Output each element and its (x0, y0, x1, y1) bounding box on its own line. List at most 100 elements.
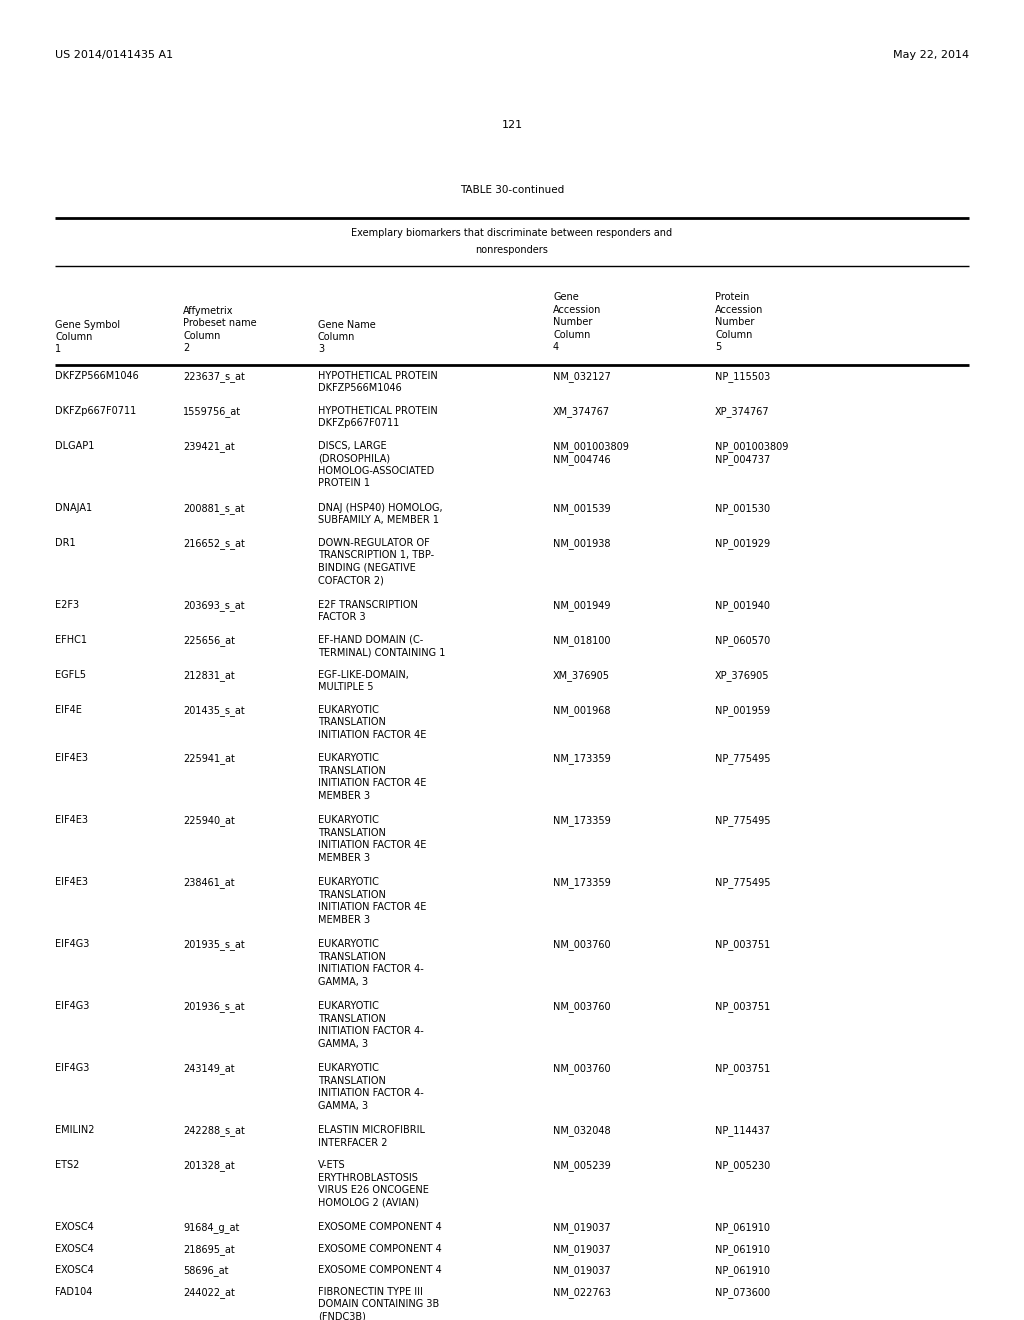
Text: FAD104: FAD104 (55, 1287, 92, 1298)
Text: EMILIN2: EMILIN2 (55, 1126, 94, 1135)
Text: EXOSOME COMPONENT 4: EXOSOME COMPONENT 4 (318, 1266, 441, 1275)
Text: nonresponders: nonresponders (475, 246, 549, 255)
Text: DLGAP1: DLGAP1 (55, 441, 94, 451)
Text: US 2014/0141435 A1: US 2014/0141435 A1 (55, 50, 173, 59)
Text: EIF4G3: EIF4G3 (55, 1064, 89, 1073)
Text: NP_775495: NP_775495 (715, 816, 770, 826)
Text: 212831_at: 212831_at (183, 671, 234, 681)
Text: 242288_s_at: 242288_s_at (183, 1126, 245, 1137)
Text: EUKARYOTIC
TRANSLATION
INITIATION FACTOR 4-
GAMMA, 3: EUKARYOTIC TRANSLATION INITIATION FACTOR… (318, 940, 424, 986)
Text: NM_001968: NM_001968 (553, 705, 610, 715)
Text: EUKARYOTIC
TRANSLATION
INITIATION FACTOR 4E: EUKARYOTIC TRANSLATION INITIATION FACTOR… (318, 705, 426, 739)
Text: EXOSOME COMPONENT 4: EXOSOME COMPONENT 4 (318, 1222, 441, 1233)
Text: NP_001530: NP_001530 (715, 503, 770, 513)
Text: Gene Name
Column
3: Gene Name Column 3 (318, 319, 376, 354)
Text: NM_001539: NM_001539 (553, 503, 610, 513)
Text: DKFZP566M1046: DKFZP566M1046 (55, 371, 138, 381)
Text: NM_003760: NM_003760 (553, 1064, 610, 1074)
Text: NP_005230: NP_005230 (715, 1160, 770, 1171)
Text: 91684_g_at: 91684_g_at (183, 1222, 240, 1233)
Text: EXOSC4: EXOSC4 (55, 1266, 94, 1275)
Text: EUKARYOTIC
TRANSLATION
INITIATION FACTOR 4E
MEMBER 3: EUKARYOTIC TRANSLATION INITIATION FACTOR… (318, 816, 426, 863)
Text: EUKARYOTIC
TRANSLATION
INITIATION FACTOR 4-
GAMMA, 3: EUKARYOTIC TRANSLATION INITIATION FACTOR… (318, 1064, 424, 1110)
Text: HYPOTHETICAL PROTEIN
DKFZp667F0711: HYPOTHETICAL PROTEIN DKFZp667F0711 (318, 407, 437, 429)
Text: EXOSOME COMPONENT 4: EXOSOME COMPONENT 4 (318, 1243, 441, 1254)
Text: NM_005239: NM_005239 (553, 1160, 610, 1171)
Text: 201935_s_at: 201935_s_at (183, 940, 245, 950)
Text: 201328_at: 201328_at (183, 1160, 234, 1171)
Text: 225656_at: 225656_at (183, 635, 234, 645)
Text: EIF4E3: EIF4E3 (55, 878, 88, 887)
Text: NM_001938: NM_001938 (553, 539, 610, 549)
Text: NM_022763: NM_022763 (553, 1287, 611, 1298)
Text: EUKARYOTIC
TRANSLATION
INITIATION FACTOR 4-
GAMMA, 3: EUKARYOTIC TRANSLATION INITIATION FACTOR… (318, 1002, 424, 1048)
Text: XM_374767: XM_374767 (553, 407, 610, 417)
Text: 239421_at: 239421_at (183, 441, 234, 451)
Text: EUKARYOTIC
TRANSLATION
INITIATION FACTOR 4E
MEMBER 3: EUKARYOTIC TRANSLATION INITIATION FACTOR… (318, 878, 426, 925)
Text: 238461_at: 238461_at (183, 878, 234, 888)
Text: DNAJA1: DNAJA1 (55, 503, 92, 513)
Text: XM_376905: XM_376905 (553, 671, 610, 681)
Text: 225940_at: 225940_at (183, 816, 234, 826)
Text: NM_018100: NM_018100 (553, 635, 610, 645)
Text: NP_001940: NP_001940 (715, 601, 770, 611)
Text: NP_001959: NP_001959 (715, 705, 770, 715)
Text: NP_003751: NP_003751 (715, 1064, 770, 1074)
Text: V-ETS
ERYTHROBLASTOSIS
VIRUS E26 ONCOGENE
HOMOLOG 2 (AVIAN): V-ETS ERYTHROBLASTOSIS VIRUS E26 ONCOGEN… (318, 1160, 429, 1208)
Text: XP_376905: XP_376905 (715, 671, 769, 681)
Text: Exemplary biomarkers that discriminate between responders and: Exemplary biomarkers that discriminate b… (351, 228, 673, 238)
Text: 218695_at: 218695_at (183, 1243, 234, 1255)
Text: EIF4G3: EIF4G3 (55, 1002, 89, 1011)
Text: NP_003751: NP_003751 (715, 1002, 770, 1012)
Text: NM_003760: NM_003760 (553, 940, 610, 950)
Text: 223637_s_at: 223637_s_at (183, 371, 245, 381)
Text: 1559756_at: 1559756_at (183, 407, 241, 417)
Text: NM_019037: NM_019037 (553, 1222, 610, 1233)
Text: EF-HAND DOMAIN (C-
TERMINAL) CONTAINING 1: EF-HAND DOMAIN (C- TERMINAL) CONTAINING … (318, 635, 445, 657)
Text: FIBRONECTIN TYPE III
DOMAIN CONTAINING 3B
(FNDC3B): FIBRONECTIN TYPE III DOMAIN CONTAINING 3… (318, 1287, 439, 1320)
Text: NP_003751: NP_003751 (715, 940, 770, 950)
Text: NM_001003809
NM_004746: NM_001003809 NM_004746 (553, 441, 629, 465)
Text: Gene Symbol
Column
1: Gene Symbol Column 1 (55, 319, 120, 354)
Text: NM_173359: NM_173359 (553, 878, 610, 888)
Text: DNAJ (HSP40) HOMOLOG,
SUBFAMILY A, MEMBER 1: DNAJ (HSP40) HOMOLOG, SUBFAMILY A, MEMBE… (318, 503, 442, 525)
Text: NM_173359: NM_173359 (553, 754, 610, 764)
Text: 201435_s_at: 201435_s_at (183, 705, 245, 715)
Text: NP_775495: NP_775495 (715, 878, 770, 888)
Text: DKFZp667F0711: DKFZp667F0711 (55, 407, 136, 416)
Text: EIF4E3: EIF4E3 (55, 754, 88, 763)
Text: 200881_s_at: 200881_s_at (183, 503, 245, 513)
Text: NP_001929: NP_001929 (715, 539, 770, 549)
Text: NM_019037: NM_019037 (553, 1243, 610, 1255)
Text: NM_173359: NM_173359 (553, 816, 610, 826)
Text: 225941_at: 225941_at (183, 754, 234, 764)
Text: NP_775495: NP_775495 (715, 754, 770, 764)
Text: EIF4G3: EIF4G3 (55, 940, 89, 949)
Text: EXOSC4: EXOSC4 (55, 1222, 94, 1233)
Text: NP_061910: NP_061910 (715, 1243, 770, 1255)
Text: NP_073600: NP_073600 (715, 1287, 770, 1298)
Text: NM_019037: NM_019037 (553, 1266, 610, 1276)
Text: NP_061910: NP_061910 (715, 1222, 770, 1233)
Text: ELASTIN MICROFIBRIL
INTERFACER 2: ELASTIN MICROFIBRIL INTERFACER 2 (318, 1126, 425, 1148)
Text: DOWN-REGULATOR OF
TRANSCRIPTION 1, TBP-
BINDING (NEGATIVE
COFACTOR 2): DOWN-REGULATOR OF TRANSCRIPTION 1, TBP- … (318, 539, 434, 585)
Text: NP_114437: NP_114437 (715, 1126, 770, 1137)
Text: NP_061910: NP_061910 (715, 1266, 770, 1276)
Text: NM_032127: NM_032127 (553, 371, 611, 381)
Text: 244022_at: 244022_at (183, 1287, 234, 1298)
Text: 216652_s_at: 216652_s_at (183, 539, 245, 549)
Text: TABLE 30-continued: TABLE 30-continued (460, 185, 564, 195)
Text: NP_001003809
NP_004737: NP_001003809 NP_004737 (715, 441, 788, 465)
Text: NP_115503: NP_115503 (715, 371, 770, 381)
Text: ETS2: ETS2 (55, 1160, 80, 1171)
Text: NM_032048: NM_032048 (553, 1126, 610, 1137)
Text: EGF-LIKE-DOMAIN,
MULTIPLE 5: EGF-LIKE-DOMAIN, MULTIPLE 5 (318, 671, 409, 693)
Text: 243149_at: 243149_at (183, 1064, 234, 1074)
Text: 121: 121 (502, 120, 522, 129)
Text: XP_374767: XP_374767 (715, 407, 770, 417)
Text: Gene
Accession
Number
Column
4: Gene Accession Number Column 4 (553, 293, 601, 352)
Text: E2F3: E2F3 (55, 601, 79, 610)
Text: NM_003760: NM_003760 (553, 1002, 610, 1012)
Text: HYPOTHETICAL PROTEIN
DKFZP566M1046: HYPOTHETICAL PROTEIN DKFZP566M1046 (318, 371, 437, 393)
Text: May 22, 2014: May 22, 2014 (893, 50, 969, 59)
